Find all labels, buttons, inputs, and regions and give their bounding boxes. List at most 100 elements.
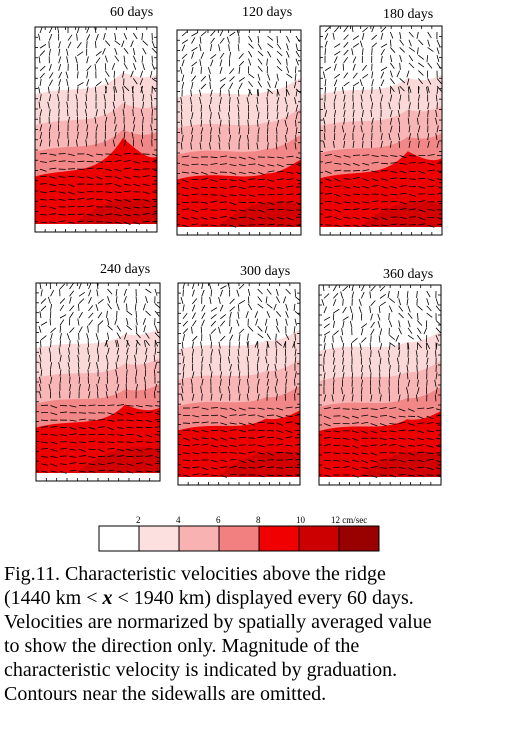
velocity-arrow <box>126 448 134 452</box>
velocity-arrow <box>285 415 293 418</box>
panel-label-1: 60 days <box>110 5 153 20</box>
velocity-arrow <box>351 337 358 343</box>
velocity-arrow <box>351 452 359 456</box>
velocity-arrow <box>342 357 344 365</box>
velocity-arrow <box>151 161 157 163</box>
velocity-arrow <box>66 101 69 109</box>
velocity-arrow <box>145 339 150 346</box>
velocity-arrow <box>361 445 369 447</box>
velocity-arrow <box>286 209 294 212</box>
velocity-arrow <box>257 444 265 448</box>
velocity-arrow <box>123 47 129 54</box>
velocity-arrow <box>343 94 346 102</box>
velocity-arrow <box>219 393 223 401</box>
velocity-arrow <box>276 474 284 477</box>
velocity-arrow <box>69 456 77 458</box>
velocity-arrow <box>426 350 428 358</box>
velocity-arrow <box>192 443 200 446</box>
velocity-arrow <box>361 430 368 434</box>
velocity-arrow <box>361 48 364 56</box>
velocity-arrow <box>145 332 150 339</box>
velocity-arrow <box>236 319 240 327</box>
velocity-arrow <box>435 429 441 432</box>
velocity-arrow <box>406 290 409 299</box>
velocity-arrow <box>370 394 373 402</box>
velocity-arrow <box>285 406 293 409</box>
velocity-arrow <box>200 201 208 204</box>
velocity-arrow <box>182 474 190 477</box>
velocity-arrow <box>145 405 153 407</box>
velocity-arrow <box>133 214 141 216</box>
velocity-arrow <box>97 448 105 453</box>
velocity-arrow <box>238 77 246 82</box>
velocity-arrow <box>334 155 342 158</box>
velocity-arrow <box>229 363 232 371</box>
velocity-arrow <box>371 224 379 226</box>
velocity-arrow <box>154 384 158 392</box>
colorbar-swatch <box>338 525 380 552</box>
velocity-arrow <box>435 437 441 440</box>
band-core <box>355 451 441 485</box>
velocity-arrow <box>294 414 300 416</box>
velocity-arrow <box>323 372 326 380</box>
velocity-arrow <box>359 350 362 358</box>
velocity-arrow <box>96 362 99 370</box>
velocity-arrow <box>154 456 160 459</box>
velocity-arrow <box>416 379 419 387</box>
velocity-arrow <box>349 306 353 314</box>
velocity-arrow <box>323 407 331 410</box>
velocity-arrow <box>434 379 437 387</box>
velocity-arrow <box>208 104 211 112</box>
velocity-arrow <box>48 94 52 102</box>
velocity-arrow <box>380 79 385 87</box>
velocity-arrow <box>407 379 411 387</box>
velocity-arrow <box>78 462 87 465</box>
velocity-arrow <box>360 102 363 110</box>
velocity-arrow <box>399 47 405 53</box>
velocity-arrow <box>113 86 116 94</box>
velocity-arrow <box>398 445 406 448</box>
velocity-arrow <box>78 283 82 290</box>
velocity-arrow <box>436 39 441 47</box>
velocity-arrow <box>267 142 269 150</box>
velocity-arrow <box>229 68 235 75</box>
velocity-arrow <box>210 59 214 67</box>
velocity-arrow <box>86 34 91 41</box>
velocity-arrow <box>417 305 423 311</box>
velocity-arrow <box>59 455 68 457</box>
velocity-arrow <box>59 463 67 465</box>
velocity-arrow <box>76 33 78 41</box>
velocity-arrow <box>144 391 146 399</box>
velocity-arrow <box>66 48 69 56</box>
velocity-arrow <box>332 350 335 358</box>
velocity-arrow <box>181 44 186 52</box>
velocity-arrow <box>436 200 442 203</box>
velocity-arrow <box>371 48 373 56</box>
colorbar-swatch <box>218 525 260 552</box>
velocity-arrow <box>67 34 73 41</box>
caption-line-2-pre: (1440 km < <box>4 587 103 609</box>
velocity-arrow <box>388 313 390 321</box>
velocity-arrow <box>191 371 195 379</box>
velocity-arrow <box>248 73 255 79</box>
velocity-arrow <box>229 194 237 197</box>
velocity-arrow <box>210 314 217 320</box>
velocity-arrow <box>209 119 211 127</box>
velocity-arrow <box>418 54 425 60</box>
velocity-arrow <box>123 152 132 155</box>
velocity-arrow <box>191 209 199 213</box>
velocity-arrow <box>39 161 47 163</box>
panel-3-arrows <box>322 26 442 228</box>
velocity-arrow <box>116 434 124 436</box>
velocity-arrow <box>220 466 228 468</box>
velocity-arrow <box>294 318 297 326</box>
velocity-arrow <box>389 140 392 148</box>
velocity-arrow <box>107 332 110 340</box>
velocity-arrow <box>435 445 441 448</box>
velocity-arrow <box>191 193 199 196</box>
velocity-arrow <box>122 70 125 78</box>
velocity-arrow <box>86 333 89 341</box>
velocity-arrow <box>210 89 213 97</box>
velocity-arrow <box>38 86 41 94</box>
velocity-arrow <box>435 117 438 125</box>
